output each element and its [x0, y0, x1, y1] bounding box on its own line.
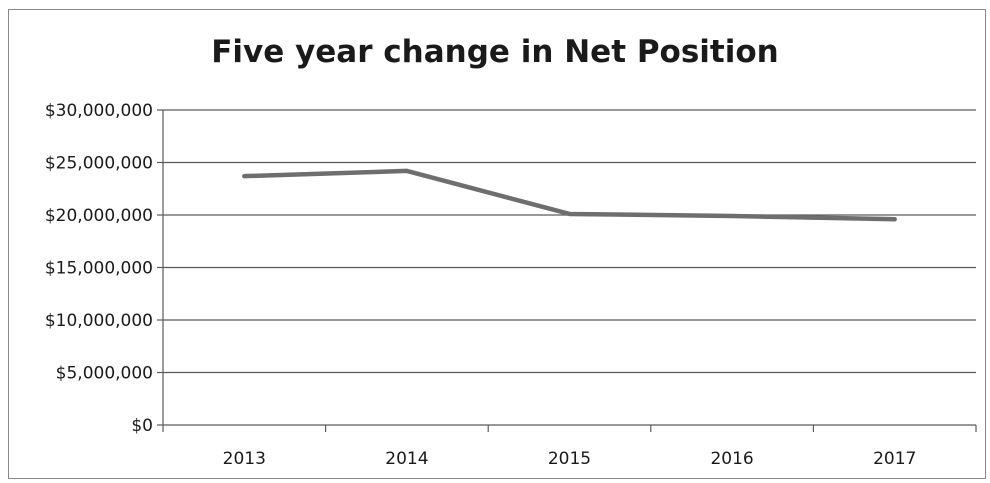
series-layer	[242, 168, 897, 222]
y-axis-tick-label: $15,000,000	[45, 259, 153, 279]
y-axis-tick-label: $25,000,000	[45, 154, 153, 174]
axes	[157, 109, 977, 432]
y-axis-tick-labels: $0 $5,000,000 $10,000,000 $15,000,000 $20,00…	[45, 101, 153, 436]
chart-title: Five year change in Net Position	[211, 34, 779, 70]
x-axis-tick-label: 2017	[873, 449, 916, 469]
y-axis-tick-label: $30,000,000	[45, 101, 153, 121]
x-axis-tick-label: 2014	[385, 449, 428, 469]
x-axis-tick-label: 2013	[223, 449, 266, 469]
x-axis-tick-label: 2015	[548, 449, 591, 469]
x-axis-tick-label: 2016	[710, 449, 753, 469]
y-axis-tick-label: $20,000,000	[45, 206, 153, 226]
chart-frame	[8, 9, 986, 479]
x-axis-tick-labels: 2013 2014 2015 2016 2017	[223, 449, 917, 469]
y-axis-tick-label: $0	[131, 416, 153, 436]
y-axis-tick-label: $10,000,000	[45, 311, 153, 331]
series-line	[242, 168, 897, 222]
gridlines	[163, 109, 976, 374]
y-axis-tick-label: $5,000,000	[56, 364, 153, 384]
